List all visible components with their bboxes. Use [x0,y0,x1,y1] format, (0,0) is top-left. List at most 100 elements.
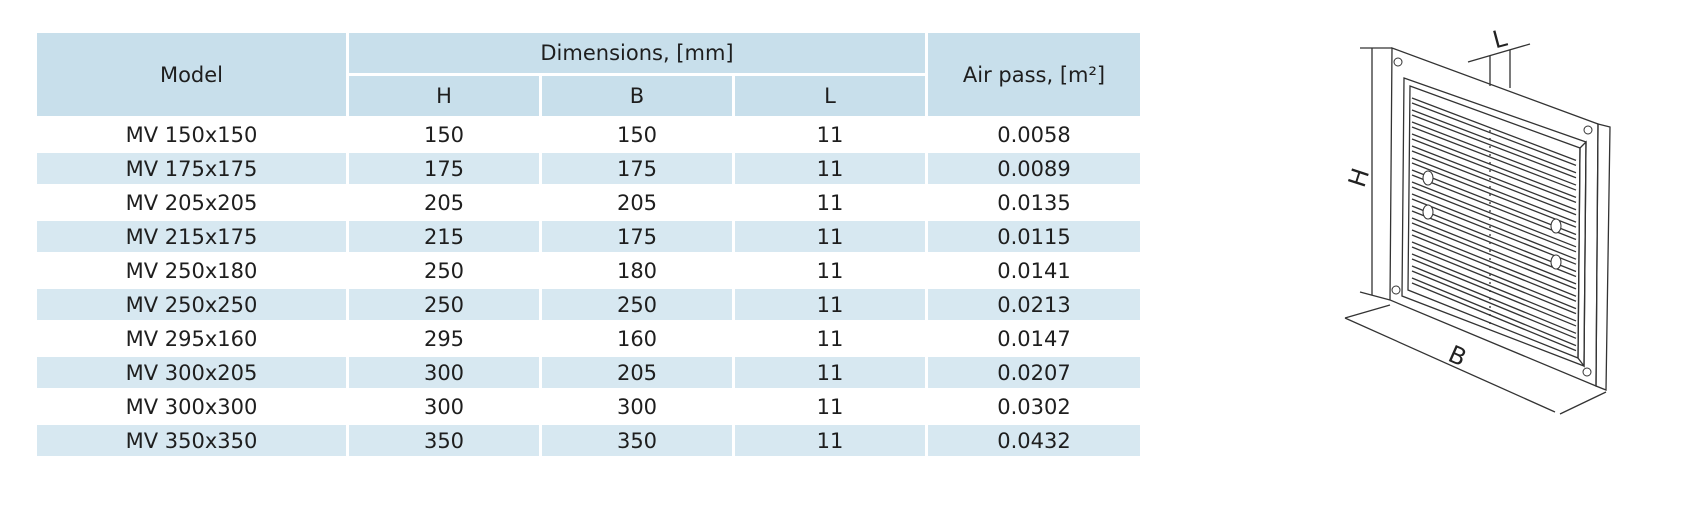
cell-b: 160 [539,320,735,357]
cell-air-pass: 0.0432 [925,422,1143,459]
cell-h: 300 [346,388,542,425]
knob [1422,170,1434,186]
cell-model: MV 175x175 [34,150,349,187]
slat [1411,205,1577,273]
table-row: MV 250x180 250 180 11 0.0141 [34,252,1143,289]
cell-h: 350 [346,422,542,459]
screw-hole [1391,285,1401,295]
slat [1411,97,1577,161]
slat-edge [1411,234,1577,302]
slat-edge [1411,126,1577,191]
knob [1550,218,1562,234]
slat-edge [1411,258,1577,327]
slat [1411,121,1577,186]
cell-l: 11 [732,218,928,255]
grille-drawing: H B L [1343,24,1611,415]
dim-line [1559,391,1607,415]
cell-model: MV 350x350 [34,422,349,459]
slat-edge [1411,102,1577,166]
cell-b: 150 [539,116,735,153]
cell-b: 250 [539,286,735,323]
table-row: MV 300x300 300 300 11 0.0302 [34,388,1143,425]
slat [1411,217,1577,285]
header-h: H [346,73,542,119]
label-b: B [1444,340,1470,372]
cell-air-pass: 0.0135 [925,184,1143,221]
table-row: MV 350x350 350 350 11 0.0432 [34,422,1143,459]
cell-l: 11 [732,252,928,289]
screw-hole [1393,57,1403,67]
slat-edge [1411,174,1577,241]
header-air-pass: Air pass, [m²] [925,30,1143,119]
label-h: H [1343,165,1375,191]
slat-edge [1411,138,1577,204]
cell-air-pass: 0.0302 [925,388,1143,425]
table-row: MV 300x205 300 205 11 0.0207 [34,354,1143,391]
cell-h: 250 [346,252,542,289]
cell-l: 11 [732,388,928,425]
cell-model: MV 250x180 [34,252,349,289]
grille-shapes [1389,47,1611,391]
cell-air-pass: 0.0141 [925,252,1143,289]
slat-edge [1411,162,1577,228]
cell-b: 205 [539,184,735,221]
cell-l: 11 [732,354,928,391]
slat-edge [1411,222,1577,290]
table-row: MV 215x175 215 175 11 0.0115 [34,218,1143,255]
cell-h: 205 [346,184,542,221]
cell-l: 11 [732,320,928,357]
dim-line [1467,43,1531,63]
table-row: MV 150x150 150 150 11 0.0058 [34,116,1143,153]
cell-b: 175 [539,218,735,255]
cell-l: 11 [732,422,928,459]
cell-air-pass: 0.0147 [925,320,1143,357]
cell-b: 350 [539,422,735,459]
label-l: L [1490,24,1511,55]
slat-edge [1411,198,1577,265]
dim-line [1359,291,1391,301]
slat [1411,145,1577,211]
dim-line [1344,317,1556,413]
slat-edge [1411,114,1577,179]
table-row: MV 205x205 205 205 11 0.0135 [34,184,1143,221]
cell-h: 250 [346,286,542,323]
slat-edge [1411,270,1577,339]
slat [1411,109,1577,174]
cell-h: 175 [346,150,542,187]
screw-hole [1582,367,1592,377]
slat [1411,253,1577,322]
knob [1422,204,1434,220]
dim-line [1344,304,1391,319]
slat [1411,181,1577,248]
cell-air-pass: 0.0213 [925,286,1143,323]
screw-hole [1583,125,1593,135]
cell-model: MV 205x205 [34,184,349,221]
cell-h: 150 [346,116,542,153]
cell-l: 11 [732,150,928,187]
slat [1411,133,1577,199]
spec-table: Model Dimensions, [mm] Air pass, [m²] H … [34,30,1143,459]
slat [1411,229,1577,297]
cell-l: 11 [732,286,928,323]
cell-air-pass: 0.0058 [925,116,1143,153]
cell-model: MV 300x300 [34,388,349,425]
cell-h: 300 [346,354,542,391]
cell-b: 175 [539,150,735,187]
table-body: MV 150x150 150 150 11 0.0058 MV 175x175 175 175… [34,116,1143,459]
slat [1411,169,1577,236]
cell-b: 180 [539,252,735,289]
slat-edge [1411,150,1577,216]
flange [1577,140,1587,368]
cell-air-pass: 0.0207 [925,354,1143,391]
cell-model: MV 215x175 [34,218,349,255]
header-l: L [732,73,928,119]
table-row: MV 250x250 250 250 11 0.0213 [34,286,1143,323]
slat-edge [1411,246,1577,315]
slat [1411,277,1577,347]
cell-l: 11 [732,184,928,221]
slat-edge [1411,186,1577,253]
header-dimensions: Dimensions, [mm] [346,30,928,76]
slat [1411,193,1577,260]
header-b: B [539,73,735,119]
